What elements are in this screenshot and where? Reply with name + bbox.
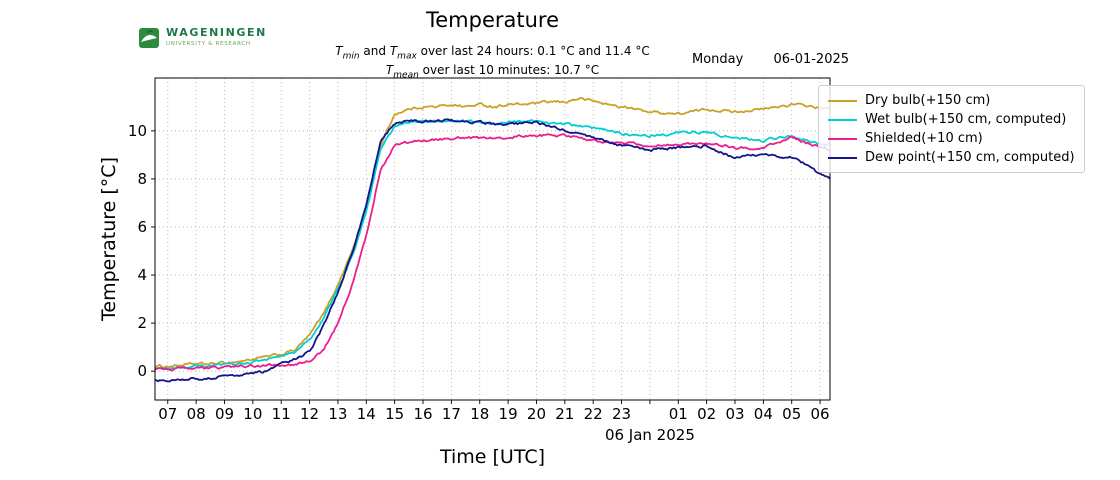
svg-text:15: 15 (385, 405, 404, 423)
subtitle-mean: Tmean over last 10 minutes: 10.7 °C (385, 63, 600, 81)
legend-label: Dew point(+150 cm, computed) (865, 150, 1075, 165)
legend-item: Dry bulb(+150 cm) (828, 91, 1075, 110)
logo-title: WAGENINGEN (166, 26, 267, 39)
x-axis-label: Time [UTC] (439, 446, 546, 468)
svg-text:05: 05 (782, 405, 801, 423)
logo-text: WAGENINGEN UNIVERSITY & RESEARCH (166, 26, 267, 47)
wageningen-logo: WAGENINGEN UNIVERSITY & RESEARCH (138, 26, 267, 50)
svg-text:22: 22 (584, 405, 603, 423)
svg-text:06: 06 (811, 405, 830, 423)
chart-title: Temperature (425, 8, 560, 32)
svg-text:2: 2 (137, 314, 147, 332)
legend-line-swatch (828, 137, 857, 140)
svg-text:06 Jan 2025: 06 Jan 2025 (605, 426, 695, 444)
legend-label: Shielded(+10 cm) (865, 131, 983, 146)
svg-text:4: 4 (137, 266, 147, 284)
svg-text:07: 07 (158, 405, 177, 423)
svg-text:6: 6 (137, 218, 147, 236)
svg-text:12: 12 (300, 405, 319, 423)
svg-text:03: 03 (725, 405, 744, 423)
chart-legend: Dry bulb(+150 cm) Wet bulb(+150 cm, compu… (818, 85, 1085, 173)
svg-text:19: 19 (499, 405, 518, 423)
svg-text:20: 20 (527, 405, 546, 423)
legend-line-swatch (828, 118, 857, 121)
svg-text:17: 17 (442, 405, 461, 423)
legend-label: Dry bulb(+150 cm) (865, 93, 991, 108)
svg-text:02: 02 (697, 405, 716, 423)
svg-text:16: 16 (413, 405, 432, 423)
svg-text:21: 21 (555, 405, 574, 423)
svg-text:10: 10 (243, 405, 262, 423)
svg-text:0: 0 (137, 362, 147, 380)
svg-text:01: 01 (669, 405, 688, 423)
legend-line-swatch (828, 99, 857, 102)
svg-text:10: 10 (128, 122, 147, 140)
svg-text:8: 8 (137, 170, 147, 188)
svg-text:04: 04 (754, 405, 773, 423)
legend-item: Shielded(+10 cm) (828, 129, 1075, 148)
svg-text:13: 13 (328, 405, 347, 423)
legend-line-swatch (828, 156, 857, 159)
wageningen-logo-mark-icon (139, 28, 159, 48)
svg-text:14: 14 (357, 405, 376, 423)
logo-subtitle: UNIVERSITY & RESEARCH (166, 41, 251, 47)
svg-text:09: 09 (215, 405, 234, 423)
date-label: Monday 06-01-2025 (692, 52, 849, 67)
svg-text:18: 18 (470, 405, 489, 423)
weekday-label: Monday (692, 52, 744, 67)
subtitle-minmax: Tmin and Tmax over last 24 hours: 0.1 °C… (335, 44, 650, 62)
date-value: 06-01-2025 (773, 52, 850, 67)
svg-text:23: 23 (612, 405, 631, 423)
legend-item: Dew point(+150 cm, computed) (828, 148, 1075, 167)
svg-text:11: 11 (272, 405, 291, 423)
legend-item: Wet bulb(+150 cm, computed) (828, 110, 1075, 129)
legend-label: Wet bulb(+150 cm, computed) (865, 112, 1067, 127)
chart-subtitle: Tmin and Tmax over last 24 hours: 0.1 °C… (155, 44, 830, 83)
svg-text:08: 08 (187, 405, 206, 423)
